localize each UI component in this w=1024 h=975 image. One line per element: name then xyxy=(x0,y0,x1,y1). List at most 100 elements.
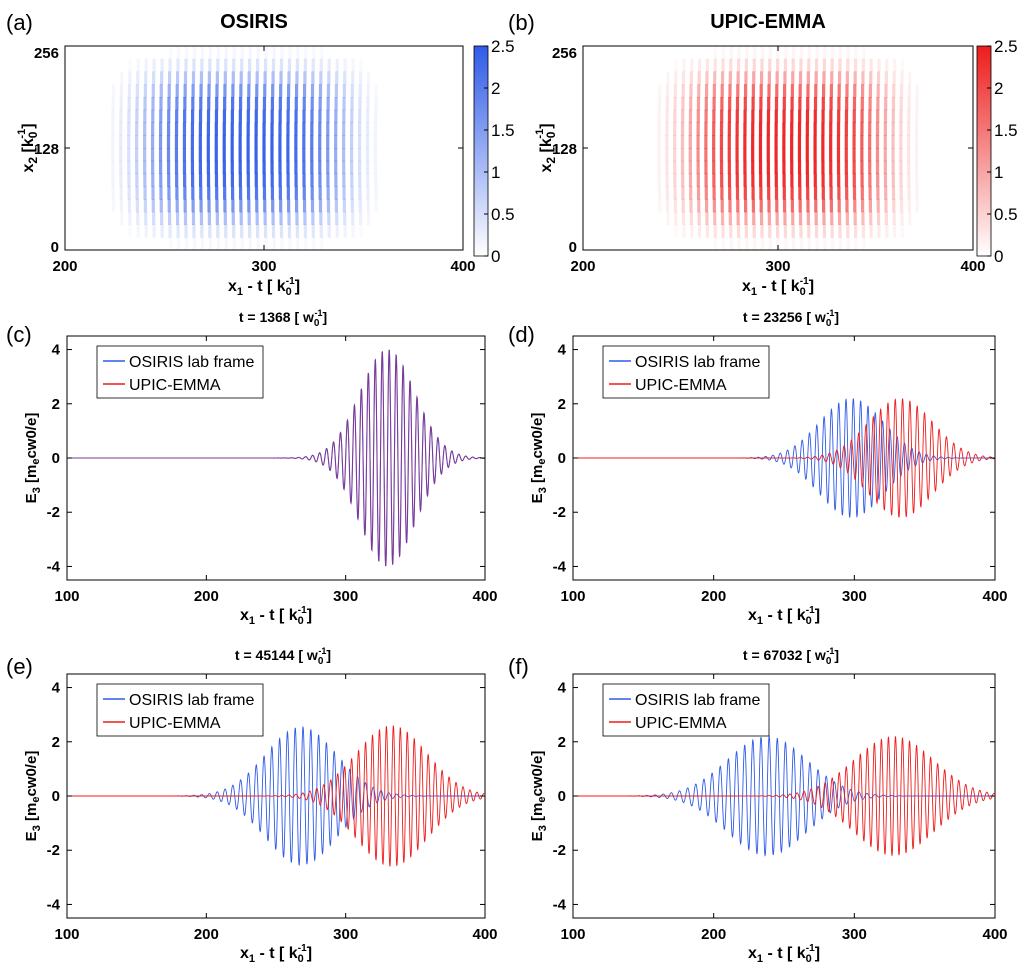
heatmap-stripe xyxy=(366,199,370,213)
heatmap-stripe xyxy=(198,160,203,174)
y-tick-label: 0 xyxy=(569,239,577,256)
heatmap-stripe xyxy=(743,84,748,98)
heatmap-stripe xyxy=(776,237,780,251)
heatmap-stripe xyxy=(270,135,274,149)
heatmap-stripe xyxy=(876,211,881,225)
panel-label: (a) xyxy=(6,10,33,35)
heatmap-stripe xyxy=(830,211,834,225)
x-tick-label: 200 xyxy=(701,588,726,605)
colorbar-tick-label: 0.5 xyxy=(994,205,1018,224)
heatmap-stripe xyxy=(310,97,314,111)
heatmap-stripe xyxy=(288,237,292,251)
heatmap-stripe xyxy=(129,59,132,72)
heatmap-stripe xyxy=(860,97,864,111)
heatmap-stripe xyxy=(891,186,896,200)
heatmap-stripe xyxy=(868,97,872,111)
heatmap-stripe xyxy=(790,97,794,111)
heatmap-stripe xyxy=(175,97,179,111)
heatmap-stripe xyxy=(845,211,849,225)
heatmap-stripe xyxy=(222,135,226,149)
heatmap-stripe xyxy=(782,186,786,200)
heatmap-stripe xyxy=(135,173,139,187)
y-tick-label: 4 xyxy=(558,680,567,697)
heatmap-stripe xyxy=(231,97,235,111)
heatmap-stripe xyxy=(681,211,686,225)
panel-label: (c) xyxy=(6,322,32,347)
heatmap-stripe xyxy=(271,224,276,238)
heatmap-stripe xyxy=(349,148,354,162)
heatmap-stripe xyxy=(813,173,817,187)
heatmap-stripe xyxy=(351,224,355,238)
heatmap-stripe xyxy=(813,160,817,174)
heatmap-stripe xyxy=(915,109,919,123)
heatmap-stripe xyxy=(175,84,179,98)
heatmap-stripe xyxy=(343,71,347,85)
heatmap-stripe xyxy=(822,71,826,85)
heatmap-stripe xyxy=(358,97,362,111)
heatmap-stripe xyxy=(758,160,763,174)
heatmap-stripe xyxy=(240,237,244,251)
heatmap-stripe xyxy=(823,237,827,251)
heatmap-stripe xyxy=(704,199,709,213)
heatmap-stripe xyxy=(143,109,147,123)
heatmap-stripe xyxy=(119,160,123,174)
heatmap-stripe xyxy=(790,173,794,187)
y-tick-label: -2 xyxy=(47,504,60,521)
heatmap-stripe xyxy=(805,148,809,162)
heatmap-stripe xyxy=(714,237,717,250)
heatmap-stripe xyxy=(206,109,211,123)
heatmap-stripe xyxy=(182,160,187,174)
heatmap-stripe xyxy=(295,211,299,225)
heatmap-stripe xyxy=(869,71,873,85)
heatmap-stripe xyxy=(807,58,811,72)
heatmap-stripe xyxy=(278,109,282,123)
heatmap-stripe xyxy=(831,46,835,60)
heatmap-stripe xyxy=(296,237,300,251)
x-tick-label: 400 xyxy=(982,588,1007,605)
heatmap-stripe xyxy=(302,84,307,98)
heatmap-stripe xyxy=(704,122,708,136)
heatmap-stripe xyxy=(774,186,779,200)
heatmap-stripe xyxy=(326,135,330,149)
heatmap-stripe xyxy=(736,211,740,225)
heatmap-stripe xyxy=(294,173,298,187)
heatmap-stripe xyxy=(891,173,895,187)
heatmap-stripe xyxy=(200,224,204,238)
heatmap-stripe xyxy=(254,135,258,149)
heatmap-stripe xyxy=(246,148,250,162)
heatmap-stripe xyxy=(216,237,220,251)
heatmap-stripe xyxy=(111,186,115,200)
heatmap-stripe xyxy=(136,224,140,238)
heatmap-stripe xyxy=(836,135,841,149)
heatmap-stripe xyxy=(231,71,235,85)
heatmap-stripe xyxy=(214,160,218,174)
heatmap-stripe xyxy=(168,58,172,72)
heatmap-stripe xyxy=(876,199,880,213)
heatmap-stripe xyxy=(119,122,123,136)
x-tick-label: 300 xyxy=(333,926,358,943)
legend-label: UPIC-EMMA xyxy=(635,715,727,732)
heatmap-stripe xyxy=(705,58,709,72)
heatmap-stripe xyxy=(214,109,219,123)
heatmap-stripe xyxy=(689,199,693,213)
heatmap-stripe xyxy=(790,84,794,98)
x-tick-label: 100 xyxy=(54,588,79,605)
heatmap-stripe xyxy=(318,148,322,162)
heatmap-stripe xyxy=(844,109,849,123)
heatmap-stripe xyxy=(805,109,810,123)
heatmap-stripe xyxy=(326,97,330,111)
x-tick-label: 400 xyxy=(982,926,1007,943)
heatmap-stripe xyxy=(735,122,739,136)
heatmap-stripe xyxy=(248,237,252,251)
heatmap-stripe xyxy=(327,58,331,72)
heatmap-stripe xyxy=(907,186,911,200)
heatmap-stripe xyxy=(160,211,164,225)
heatmap-stripe xyxy=(657,97,662,111)
heatmap-stripe xyxy=(697,71,701,85)
x-axis-label: x1 - t [ k0-1] xyxy=(240,943,312,965)
heatmap-stripe xyxy=(246,135,250,149)
heatmap-stripe xyxy=(822,224,826,238)
heatmap-stripe xyxy=(224,58,228,72)
heatmap-stripe xyxy=(208,237,212,251)
